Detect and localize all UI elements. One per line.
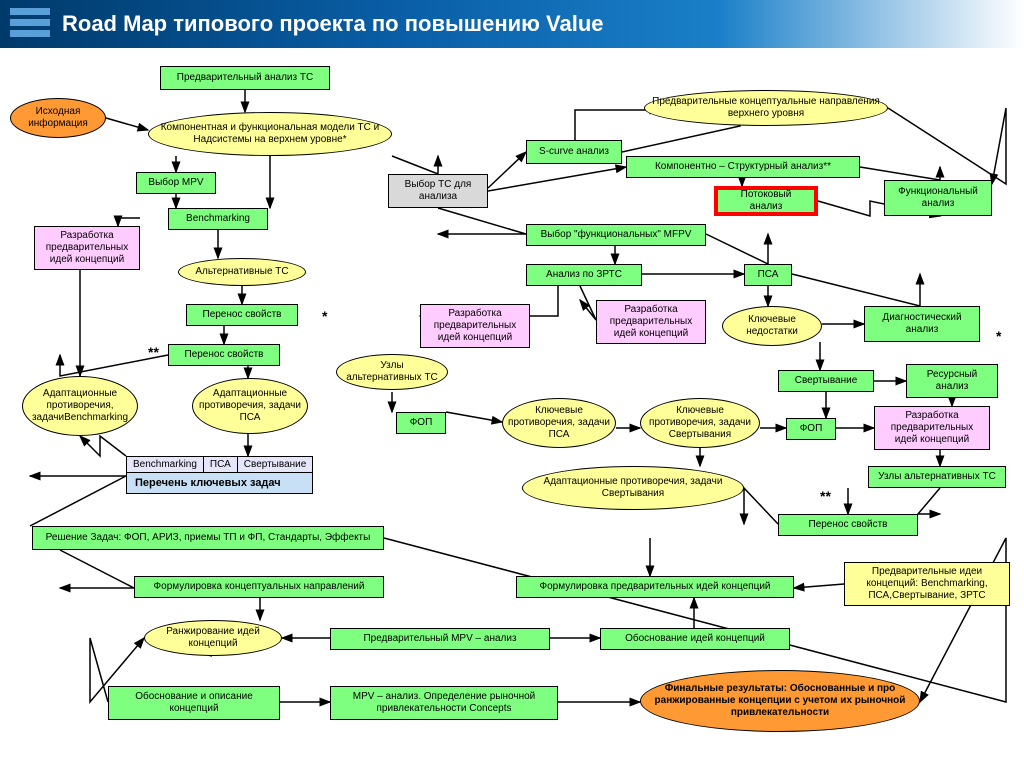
node-n11: Адаптационные противоречия, задачи ПСА xyxy=(192,378,308,434)
node-n30: Ключевые противоречия, задачи Свертывани… xyxy=(640,398,760,448)
asterisk-2: * xyxy=(996,328,1001,344)
node-n38: Формулировка предварительных идей концеп… xyxy=(516,576,794,598)
node-n21: Разработка предварительных идей концепци… xyxy=(596,300,706,344)
node-n10: Адаптационные противоречия, задачиBenchm… xyxy=(22,376,138,436)
node-n32: Разработка предварительных идей концепци… xyxy=(874,406,990,450)
node-n6: Разработка предварительных идей концепци… xyxy=(34,226,140,270)
node-n37: Формулировка концептуальных направлений xyxy=(134,576,384,598)
page-title: Road Map типового проекта по повышению V… xyxy=(62,11,604,37)
node-n2: Предварительный анализ ТС xyxy=(160,66,330,90)
tabs-block: BenchmarkingПСАСвертываниеПеречень ключе… xyxy=(126,456,313,494)
node-n29: Ключевые противоречия, задачи ПСА xyxy=(502,398,616,448)
asterisk-3: ** xyxy=(820,488,831,504)
node-n19: Анализ по ЗРТС xyxy=(526,264,642,286)
asterisk-0: * xyxy=(322,308,327,324)
node-n5: Benchmarking xyxy=(168,208,268,230)
node-n42: Обоснование идей концепций xyxy=(600,628,790,650)
node-n16: Потоковый анализ xyxy=(714,186,818,216)
node-n7: Альтернативные ТС xyxy=(178,258,306,286)
node-n39: Предварительные идеи концепций: Benchmar… xyxy=(844,562,1010,606)
node-n4: Выбор MPV xyxy=(136,172,216,194)
tabs-main-label: Перечень ключевых задач xyxy=(126,473,313,494)
node-n40: Ранжирование идей концепций xyxy=(144,620,282,656)
logo-icon xyxy=(10,8,50,40)
node-n9: Перенос свойств xyxy=(168,344,280,366)
node-n3: Компонентная и функциональная модели ТС … xyxy=(148,112,392,156)
node-n33: Адаптационные противоречия, задачи Сверт… xyxy=(522,466,744,510)
node-n43: Обоснование и описание концепций xyxy=(108,686,280,720)
node-n25: Узлы альтернативных ТС xyxy=(336,354,448,390)
node-n24: Разработка предварительных идей концепци… xyxy=(420,304,530,348)
node-n18: Выбор "функциональных" MFPV xyxy=(526,224,706,246)
node-n34: Узлы альтернативных ТС xyxy=(868,466,1006,488)
node-n27: Ресурсный анализ xyxy=(906,364,998,398)
node-n45: Финальные результаты: Обоснованные и про… xyxy=(640,670,920,732)
node-n31: ФОП xyxy=(786,418,836,440)
node-n41: Предварительный MPV – анализ xyxy=(330,628,550,650)
node-n14: Предварительные концептуальные направлен… xyxy=(644,90,888,126)
node-n36: Перенос свойств xyxy=(778,514,918,536)
tab-ПСА: ПСА xyxy=(204,457,238,472)
node-n12: Выбор ТС для анализа xyxy=(388,174,488,208)
node-n15: Компонентно – Структурный анализ** xyxy=(626,156,860,178)
node-n23: Диагностический анализ xyxy=(864,306,980,342)
node-n22: Ключевые недостатки xyxy=(722,306,822,346)
tab-Benchmarking: Benchmarking xyxy=(127,457,204,472)
node-n13: S-curve анализ xyxy=(526,140,622,164)
node-n44: MPV – анализ. Определение рыночной привл… xyxy=(330,686,558,720)
node-n35: Решение Задач: ФОП, АРИЗ, приемы ТП и ФП… xyxy=(32,526,384,550)
header-bar: Road Map типового проекта по повышению V… xyxy=(0,0,1024,48)
flowchart-canvas: Исходная информация Предварительный анали… xyxy=(0,48,1024,767)
node-n26: Свертывание xyxy=(778,370,874,392)
node-n17: Функциональный анализ xyxy=(884,180,992,216)
node-n20: ПСА xyxy=(744,264,792,286)
node-n8: Перенос свойств xyxy=(186,304,298,326)
asterisk-1: ** xyxy=(148,344,159,360)
node-n28: ФОП xyxy=(396,412,446,434)
node-n1: Исходная информация xyxy=(10,98,106,138)
tab-Свертывание: Свертывание xyxy=(238,457,313,472)
